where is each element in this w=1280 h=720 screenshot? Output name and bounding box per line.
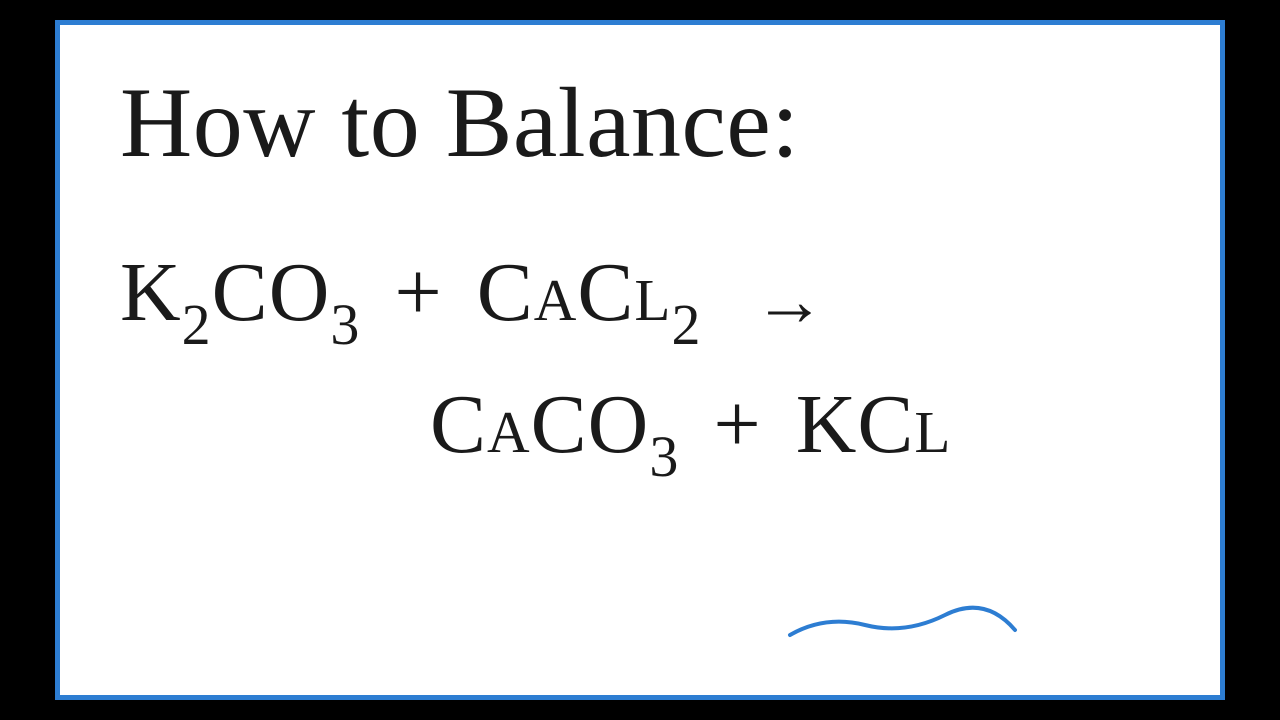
compound-caco3-sub3: 3 xyxy=(649,424,679,489)
compound-kcl: KCl xyxy=(796,378,952,471)
plus-symbol-1: + xyxy=(372,246,464,339)
compound-cacl2-cacl: CaCl xyxy=(477,246,672,339)
compound-k2co3-co: CO xyxy=(212,246,331,339)
compound-caco3-caco: CaCO xyxy=(430,378,649,471)
reaction-arrow: → xyxy=(753,247,826,355)
underline-squiggle-icon xyxy=(785,605,1025,650)
plus-symbol-2: + xyxy=(691,378,783,471)
compound-k2co3-sub3: 3 xyxy=(330,292,360,357)
equation-products-line: CaCO3 + KCl xyxy=(430,362,1160,494)
title-text: How to Balance: xyxy=(120,65,1160,180)
compound-k2co3-sub2: 2 xyxy=(182,292,212,357)
compound-k2co3-k: K xyxy=(120,246,182,339)
content-frame: How to Balance: K2CO3 + CaCl2 → CaCO3 + … xyxy=(55,20,1225,700)
squiggle-path xyxy=(790,608,1015,635)
equation-reactants-line: K2CO3 + CaCl2 → xyxy=(120,230,1160,362)
compound-cacl2-sub2: 2 xyxy=(671,292,701,357)
